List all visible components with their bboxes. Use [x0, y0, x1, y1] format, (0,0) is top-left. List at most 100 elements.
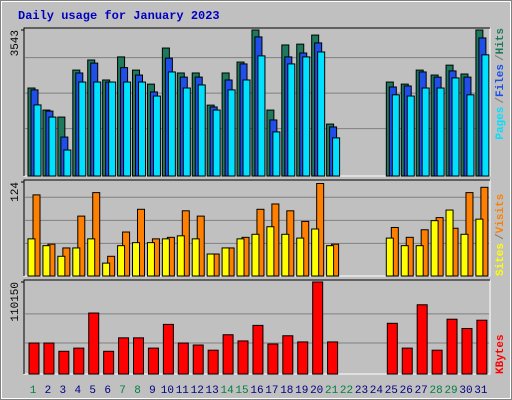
- bar: [446, 318, 458, 375]
- bar: [431, 349, 443, 375]
- bar: [147, 347, 159, 375]
- bar: [460, 233, 469, 277]
- x-tick-label: 20: [310, 385, 323, 397]
- bar: [475, 218, 484, 277]
- bar: [282, 335, 294, 375]
- legend-entry: Sites: [495, 243, 507, 276]
- legend-separator: /: [495, 54, 507, 61]
- bar: [33, 104, 42, 177]
- x-tick-label: 28: [430, 385, 443, 397]
- bar: [103, 350, 115, 375]
- x-tick-label: 4: [74, 385, 81, 397]
- bar: [317, 51, 326, 177]
- bar: [297, 341, 309, 375]
- panel-edge: [23, 279, 490, 374]
- legend: Pages/Files/Hits: [495, 28, 507, 140]
- bar: [296, 237, 305, 277]
- bar: [191, 238, 200, 277]
- bar: [236, 238, 245, 277]
- bar: [177, 342, 189, 375]
- bar: [326, 245, 335, 277]
- legend-entry: Hits: [495, 28, 507, 54]
- bar: [386, 322, 398, 375]
- legend-separator: /: [495, 233, 507, 240]
- x-tick-label: 12: [191, 385, 204, 397]
- x-tick-label: 23: [355, 385, 368, 397]
- bar: [451, 77, 460, 177]
- bar: [400, 245, 409, 277]
- panel-edge: [23, 27, 490, 176]
- bar: [28, 342, 40, 375]
- bar: [73, 347, 85, 375]
- bar: [385, 237, 394, 277]
- bar: [287, 63, 296, 177]
- x-tick-label: 10: [161, 385, 174, 397]
- bar: [206, 253, 215, 277]
- bar: [132, 242, 141, 277]
- bar: [63, 149, 72, 177]
- bar: [266, 226, 275, 277]
- x-tick-label: 5: [89, 385, 96, 397]
- bar: [43, 342, 55, 375]
- bar: [401, 347, 413, 375]
- x-tick-label: 14: [220, 385, 234, 397]
- bar: [257, 55, 266, 177]
- x-tick-label: 26: [400, 385, 413, 397]
- bar: [197, 84, 206, 177]
- bar: [123, 81, 132, 177]
- x-tick-label: 11: [176, 385, 190, 397]
- bar: [88, 312, 100, 375]
- bar: [87, 238, 96, 277]
- bar: [481, 54, 490, 177]
- bar: [78, 81, 87, 177]
- bar: [436, 87, 445, 177]
- x-tick-label: 24: [370, 385, 384, 397]
- bar: [161, 238, 170, 277]
- x-tick-label: 21: [325, 385, 339, 397]
- x-tick-label: 3: [60, 385, 67, 397]
- bar: [242, 79, 251, 177]
- x-tick-label: 13: [206, 385, 219, 397]
- bar: [133, 337, 145, 375]
- bar: [212, 109, 221, 177]
- bar: [152, 95, 161, 177]
- bar: [146, 242, 155, 277]
- bar: [92, 192, 101, 277]
- bar: [416, 304, 428, 375]
- legend: Sites /Visits: [495, 194, 507, 276]
- x-tick-label: 16: [250, 385, 263, 397]
- bar: [167, 71, 176, 177]
- bar: [102, 262, 111, 277]
- bar: [222, 334, 234, 375]
- bar: [302, 56, 311, 177]
- bar: [415, 245, 424, 277]
- bar: [182, 87, 191, 177]
- bar: [138, 81, 147, 177]
- bar: [267, 343, 279, 375]
- bar: [77, 215, 86, 277]
- x-tick-label: 17: [265, 385, 278, 397]
- bar: [117, 245, 126, 277]
- bar: [406, 95, 415, 177]
- bar: [72, 247, 81, 277]
- bar: [48, 116, 57, 177]
- legend-separator: /: [495, 97, 507, 104]
- panel-edge: [23, 179, 490, 276]
- bar: [252, 324, 264, 375]
- legend-entry: KBytes: [495, 334, 507, 374]
- x-tick-label: 31: [474, 385, 488, 397]
- x-tick-label: 2: [45, 385, 52, 397]
- x-tick-label: 7: [119, 385, 126, 397]
- bar: [227, 89, 236, 177]
- x-tick-label: 15: [235, 385, 248, 397]
- bar: [192, 344, 204, 375]
- bar: [430, 220, 439, 277]
- bar: [332, 137, 341, 177]
- bar: [221, 247, 230, 277]
- bar: [27, 238, 36, 277]
- x-tick-label: 18: [280, 385, 293, 397]
- x-tick-label: 29: [444, 385, 457, 397]
- x-tick-label: 9: [149, 385, 156, 397]
- x-tick-label: 8: [134, 385, 141, 397]
- bar: [251, 233, 260, 277]
